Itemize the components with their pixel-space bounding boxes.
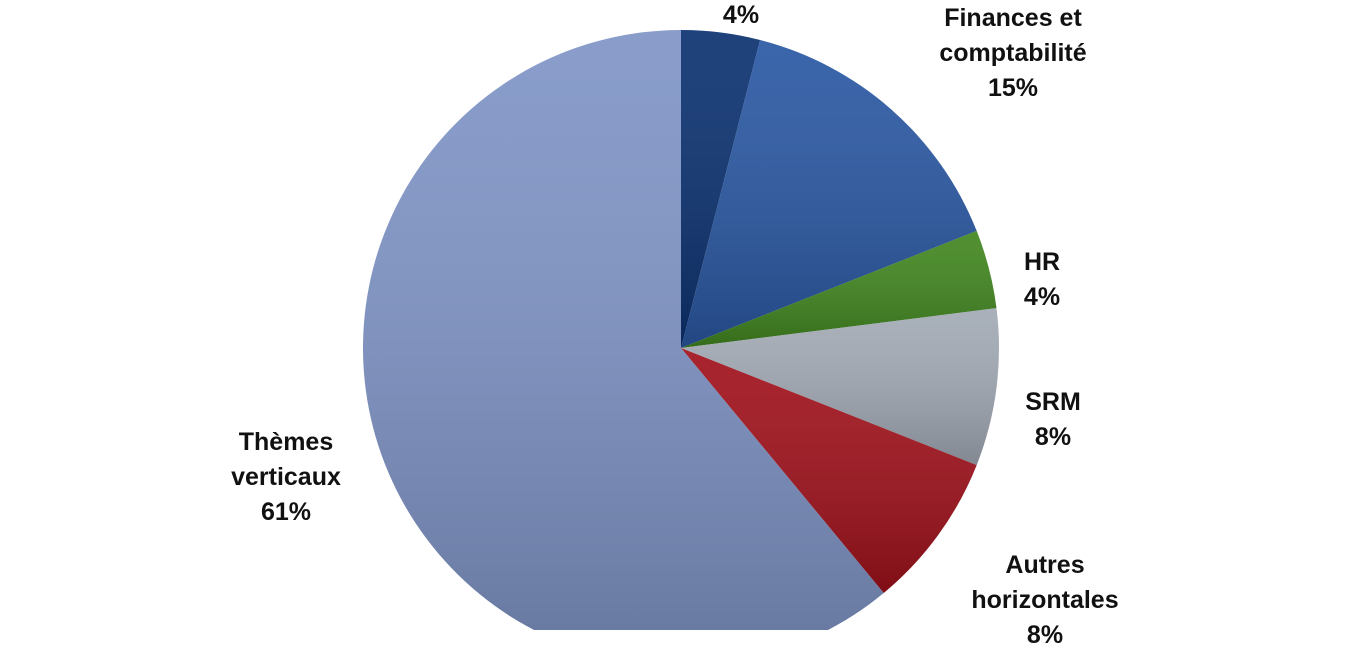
page: 4% Finances et comptabilité 15% HR 4% SRM 8% Au… xyxy=(206,0,1119,649)
slice-label: Thèmes verticaux 61% xyxy=(206,425,366,530)
pie xyxy=(363,30,1000,630)
value-label: 15% xyxy=(987,73,1039,102)
category-label: Finances et comptabilité xyxy=(939,3,1087,67)
slice-label: HR 4% xyxy=(982,245,1102,315)
slice-label: 4% xyxy=(641,0,841,33)
value-label: 61% xyxy=(260,497,312,526)
value-label: 8% xyxy=(1026,620,1064,649)
value-label: 4% xyxy=(1023,282,1061,311)
slice-label: Autres horizontales 8% xyxy=(940,548,1150,653)
chart xyxy=(363,30,1000,630)
slice-label: SRM 8% xyxy=(993,385,1113,455)
category-label: Thèmes verticaux xyxy=(231,427,341,491)
value-label: 4% xyxy=(722,0,760,29)
value-label: 8% xyxy=(1034,422,1072,451)
category-label: SRM xyxy=(1025,387,1081,416)
category-label: HR xyxy=(1023,247,1061,276)
slice-label: Finances et comptabilité 15% xyxy=(908,1,1118,106)
category-label: Autres horizontales xyxy=(971,550,1119,614)
